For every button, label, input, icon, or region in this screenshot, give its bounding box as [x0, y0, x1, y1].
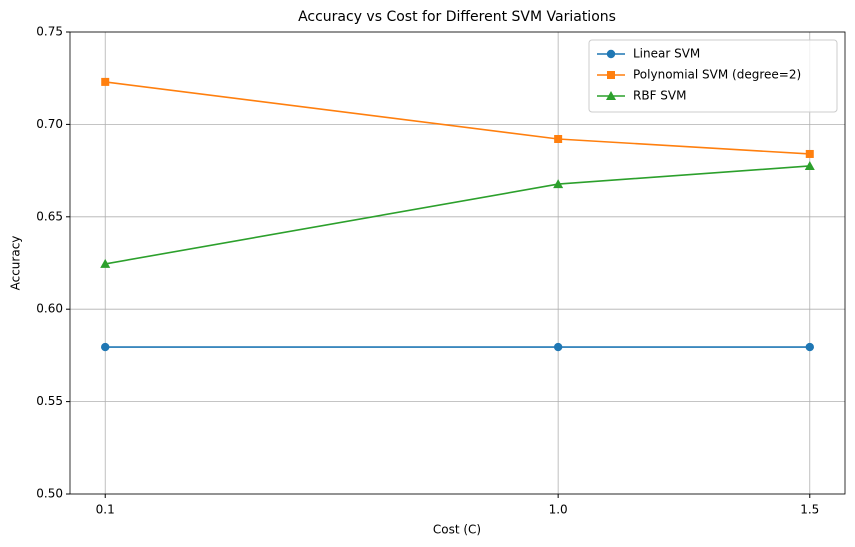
y-tick-label: 0.55 [36, 394, 63, 408]
legend-box [588, 39, 838, 113]
marker [101, 342, 110, 352]
y-tick-label: 0.75 [36, 25, 63, 39]
marker [606, 49, 616, 59]
x-tick-label: 1.0 [549, 503, 568, 517]
marker [804, 160, 815, 170]
marker [606, 91, 616, 100]
legend-label: Polynomial SVM (degree=2) [633, 68, 801, 82]
y-tick-label: 0.50 [36, 487, 63, 501]
marker [100, 258, 111, 268]
marker [553, 179, 564, 189]
legend-label: RBF SVM [633, 89, 686, 103]
plot-frame [69, 31, 846, 495]
marker [607, 71, 615, 79]
marker [553, 342, 563, 352]
y-tick-label: 0.65 [36, 209, 63, 223]
series-line [105, 165, 810, 265]
y-axis-label: Accuracy [9, 236, 23, 291]
x-tick-label: 1.5 [800, 503, 819, 517]
y-tick-label: 0.70 [36, 117, 63, 131]
x-tick-label: 0.1 [96, 503, 115, 517]
y-tick-label: 0.60 [36, 302, 63, 316]
marker [805, 342, 814, 352]
legend-label: Linear SVM [633, 47, 700, 61]
marker [805, 149, 814, 158]
legend: Linear SVM Polynomial SVM (degree=2) RBF S… [588, 39, 838, 113]
x-axis-label: Cost (C) [433, 523, 481, 537]
chart-title: Accuracy vs Cost for Different SVM Varia… [298, 9, 616, 25]
marker [101, 77, 110, 86]
marker [554, 134, 563, 143]
